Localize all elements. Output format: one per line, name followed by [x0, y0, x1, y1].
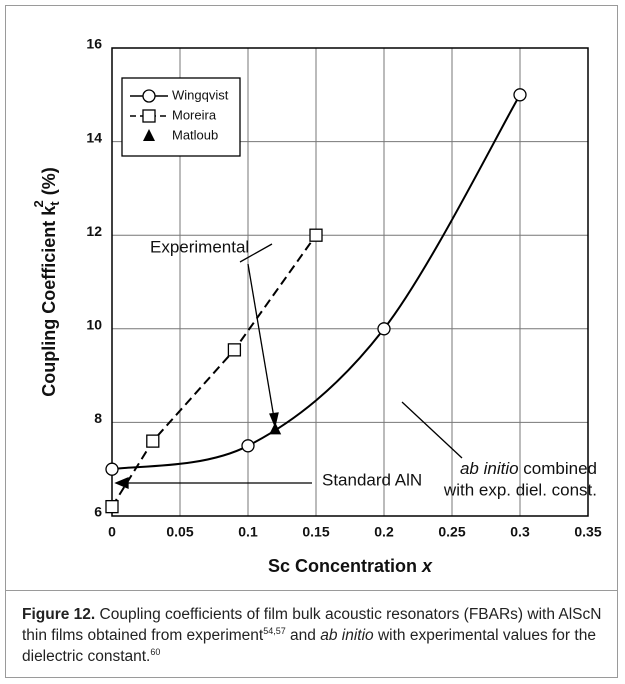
y-tick-label: 6: [94, 504, 102, 520]
figure-frame: [5, 5, 618, 678]
annotation-part: ab initio: [460, 459, 519, 478]
y-axis-label-part: Coupling Coefficient k: [39, 205, 59, 397]
caption-text: Coupling coefficients of film bulk acous…: [22, 606, 602, 644]
y-axis-label-sup: 2: [31, 200, 46, 207]
legend-marker: [142, 109, 156, 123]
annotation: with exp. diel. const.: [443, 480, 597, 499]
annotation: Standard AlN: [322, 470, 422, 489]
legend-label: Moreira: [172, 107, 217, 122]
marker: [105, 462, 119, 476]
caption-text: with experimental values for the dielect…: [22, 627, 596, 665]
separator: [6, 590, 617, 591]
x-tick-label: 0.15: [302, 524, 329, 540]
marker: [105, 499, 119, 514]
caption-italic: ab initio: [320, 627, 374, 644]
caption-ref: 54,57: [263, 625, 286, 636]
x-tick-label: 0.2: [374, 524, 394, 540]
x-tick-label: 0.05: [166, 524, 193, 540]
y-tick-label: 10: [86, 317, 102, 333]
x-tick-label: 0.25: [438, 524, 465, 540]
marker: [146, 434, 160, 448]
caption-text: and: [285, 627, 321, 644]
y-axis-label-sub: t: [47, 201, 62, 206]
annotation-part: combined: [519, 459, 597, 478]
marker: [377, 322, 391, 336]
legend-marker: [142, 89, 156, 103]
x-tick-label: 0.3: [510, 524, 530, 540]
chart: 0 0.05 0.1 0.15 0.2 0.25 0.3 0.35 6 8 10 12 14 16 Exp…: [31, 36, 601, 576]
annotation: Experimental: [150, 237, 249, 256]
annotation: ab initio combined: [460, 459, 597, 478]
marker: [269, 422, 282, 435]
marker: [513, 88, 527, 102]
caption-ref: 60: [150, 646, 161, 657]
plot-frame: [111, 47, 589, 517]
series-line: [111, 234, 317, 508]
marker: [241, 439, 255, 453]
legend-marker: [143, 129, 155, 141]
annotation-arrows: [114, 243, 463, 489]
marker: [227, 343, 242, 357]
y-tick-label: 8: [94, 410, 102, 426]
y-tick-label: 12: [86, 223, 102, 239]
x-axis-label-var: x: [421, 556, 433, 576]
x-tick-label: 0.1: [238, 524, 258, 540]
y-tick-label: 14: [86, 129, 102, 145]
y-tick-label: 16: [86, 36, 102, 52]
caption: Figure 12. Coupling coefficients of film…: [22, 604, 607, 667]
series-line: [111, 94, 521, 471]
x-tick-label: 0: [108, 524, 116, 540]
caption-label: Figure 12.: [22, 606, 96, 623]
y-axis-label-unit: (%): [39, 167, 59, 200]
y-axis-label: Coupling Coefficient kt2 (%): [31, 167, 62, 397]
x-axis-label: Sc Concentration x: [268, 556, 433, 576]
legend-label: Wingqvist: [172, 87, 229, 102]
legend-box: [121, 77, 241, 157]
x-axis-label-part: Sc Concentration: [268, 556, 422, 576]
marker: [309, 228, 323, 242]
legend-label: Matloub: [172, 127, 218, 142]
x-tick-label: 0.35: [574, 524, 601, 540]
